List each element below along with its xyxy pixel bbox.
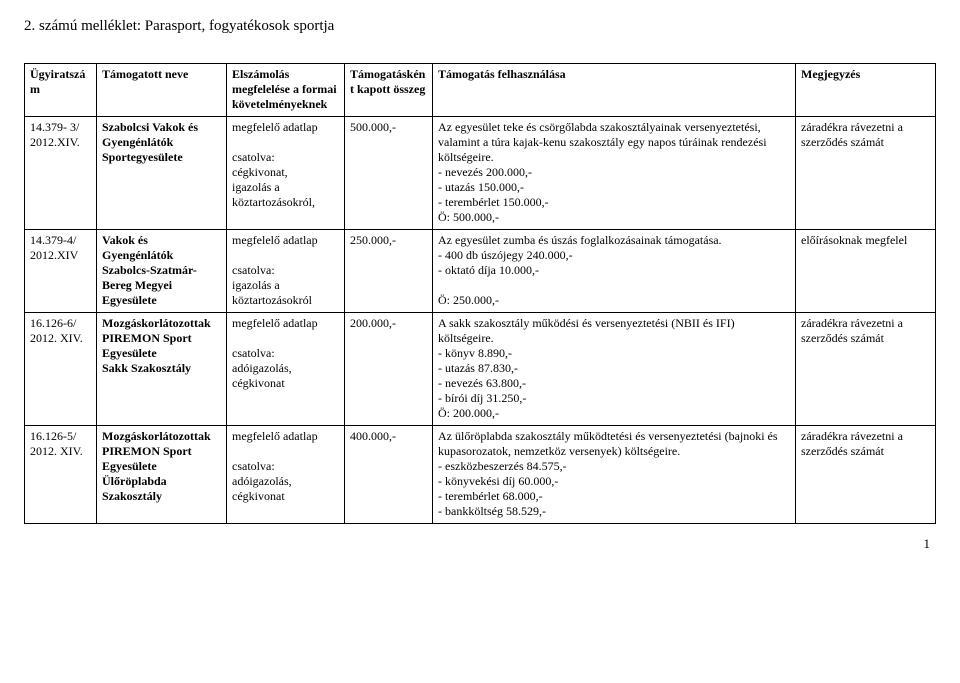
cell-megjegyzes: záradékra rávezetni a szerződés számát xyxy=(796,313,936,426)
cell-osszeg: 500.000,- xyxy=(345,117,433,230)
header-felhasznalasa: Támogatás felhasználása xyxy=(433,64,796,117)
cell-felhasznalasa: Az ülőröplabda szakosztály működtetési é… xyxy=(433,426,796,524)
cell-elszamolas: megfelelő adatlap csatolva: igazolás a k… xyxy=(227,230,345,313)
cell-nev: Vakok és Gyengénlátók Szabolcs-Szatmár-B… xyxy=(97,230,227,313)
cell-megjegyzes: záradékra rávezetni a szerződés számát xyxy=(796,117,936,230)
document-page: 2. számú melléklet: Parasport, fogyatéko… xyxy=(0,0,960,562)
cell-nev: Mozgáskorlátozottak PIREMON Sport Egyesü… xyxy=(97,426,227,524)
cell-felhasznalasa: Az egyesület zumba és úszás foglalkozása… xyxy=(433,230,796,313)
cell-nev: Mozgáskorlátozottak PIREMON Sport Egyesü… xyxy=(97,313,227,426)
cell-elszamolas: megfelelő adatlap csatolva: adóigazolás,… xyxy=(227,426,345,524)
cell-elszamolas: megfelelő adatlap csatolva: adóigazolás,… xyxy=(227,313,345,426)
cell-elszamolas: megfelelő adatlap csatolva: cégkivonat, … xyxy=(227,117,345,230)
cell-felhasznalasa: A sakk szakosztály működési és versenyez… xyxy=(433,313,796,426)
document-title: 2. számú melléklet: Parasport, fogyatéko… xyxy=(24,18,936,35)
cell-megjegyzes: előírásoknak megfelel xyxy=(796,230,936,313)
header-tamogatott-neve: Támogatott neve xyxy=(97,64,227,117)
header-osszeg: Támogatásként kapott összeg xyxy=(345,64,433,117)
cell-ugyiratszam: 14.379- 3/ 2012.XIV. xyxy=(25,117,97,230)
cell-ugyiratszam: 14.379-4/ 2012.XIV xyxy=(25,230,97,313)
cell-ugyiratszam: 16.126-6/ 2012. XIV. xyxy=(25,313,97,426)
table-header-row: Ügyiratszám Támogatott neve Elszámolás m… xyxy=(25,64,936,117)
cell-osszeg: 200.000,- xyxy=(345,313,433,426)
table-row: 14.379- 3/ 2012.XIV. Szabolcsi Vakok és … xyxy=(25,117,936,230)
table-row: 16.126-5/ 2012. XIV. Mozgáskorlátozottak… xyxy=(25,426,936,524)
table-row: 16.126-6/ 2012. XIV. Mozgáskorlátozottak… xyxy=(25,313,936,426)
cell-ugyiratszam: 16.126-5/ 2012. XIV. xyxy=(25,426,97,524)
table-row: 14.379-4/ 2012.XIV Vakok és Gyengénlátók… xyxy=(25,230,936,313)
cell-megjegyzes: záradékra rávezetni a szerződés számát xyxy=(796,426,936,524)
cell-osszeg: 250.000,- xyxy=(345,230,433,313)
data-table: Ügyiratszám Támogatott neve Elszámolás m… xyxy=(24,63,936,524)
page-number: 1 xyxy=(24,524,936,552)
cell-osszeg: 400.000,- xyxy=(345,426,433,524)
header-ugyiratszam: Ügyiratszám xyxy=(25,64,97,117)
header-elszamolas: Elszámolás megfelelése a formai követelm… xyxy=(227,64,345,117)
cell-felhasznalasa: Az egyesület teke és csörgőlabda szakosz… xyxy=(433,117,796,230)
header-megjegyzes: Megjegyzés xyxy=(796,64,936,117)
cell-nev: Szabolcsi Vakok és Gyengénlátók Sportegy… xyxy=(97,117,227,230)
